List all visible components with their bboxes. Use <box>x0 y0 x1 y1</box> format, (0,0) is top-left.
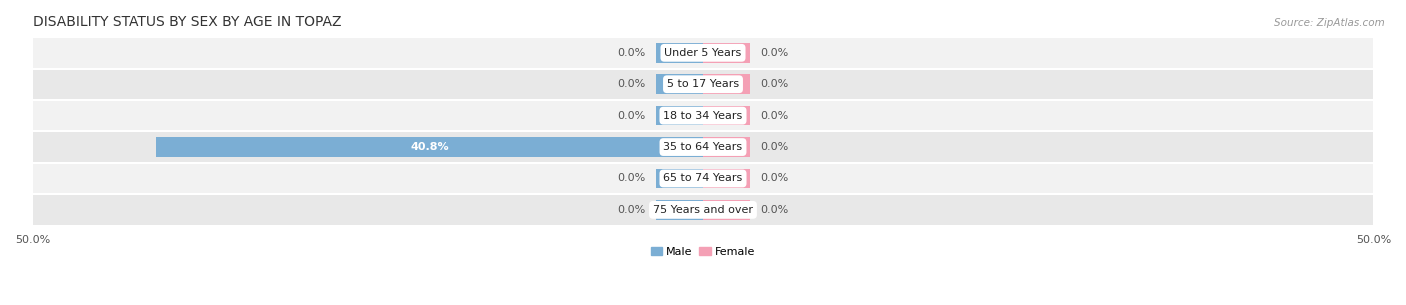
Text: 0.0%: 0.0% <box>761 111 789 121</box>
Text: 5 to 17 Years: 5 to 17 Years <box>666 79 740 89</box>
Text: 0.0%: 0.0% <box>761 205 789 215</box>
Text: 40.8%: 40.8% <box>411 142 449 152</box>
Bar <box>32 100 1374 131</box>
Bar <box>703 200 749 220</box>
Text: 0.0%: 0.0% <box>617 48 645 58</box>
Text: Under 5 Years: Under 5 Years <box>665 48 741 58</box>
Text: 0.0%: 0.0% <box>761 142 789 152</box>
Text: 0.0%: 0.0% <box>761 79 789 89</box>
Bar <box>156 137 703 157</box>
Bar <box>703 169 749 188</box>
Text: 0.0%: 0.0% <box>761 174 789 184</box>
Bar <box>703 43 749 63</box>
Text: 0.0%: 0.0% <box>617 174 645 184</box>
Text: 0.0%: 0.0% <box>617 205 645 215</box>
Bar <box>32 163 1374 194</box>
Bar <box>32 69 1374 100</box>
Bar <box>32 37 1374 69</box>
Text: 18 to 34 Years: 18 to 34 Years <box>664 111 742 121</box>
Bar <box>657 43 703 63</box>
Bar <box>703 106 749 125</box>
Text: 65 to 74 Years: 65 to 74 Years <box>664 174 742 184</box>
Bar <box>657 200 703 220</box>
Bar <box>657 169 703 188</box>
Text: 0.0%: 0.0% <box>617 111 645 121</box>
Bar <box>32 131 1374 163</box>
Text: DISABILITY STATUS BY SEX BY AGE IN TOPAZ: DISABILITY STATUS BY SEX BY AGE IN TOPAZ <box>32 15 342 29</box>
Text: Source: ZipAtlas.com: Source: ZipAtlas.com <box>1274 18 1385 28</box>
Bar <box>703 137 749 157</box>
Text: 75 Years and over: 75 Years and over <box>652 205 754 215</box>
Bar <box>703 74 749 94</box>
Text: 0.0%: 0.0% <box>761 48 789 58</box>
Text: 0.0%: 0.0% <box>617 79 645 89</box>
Bar <box>32 194 1374 226</box>
Bar <box>657 74 703 94</box>
Legend: Male, Female: Male, Female <box>647 242 759 261</box>
Text: 35 to 64 Years: 35 to 64 Years <box>664 142 742 152</box>
Bar <box>657 106 703 125</box>
